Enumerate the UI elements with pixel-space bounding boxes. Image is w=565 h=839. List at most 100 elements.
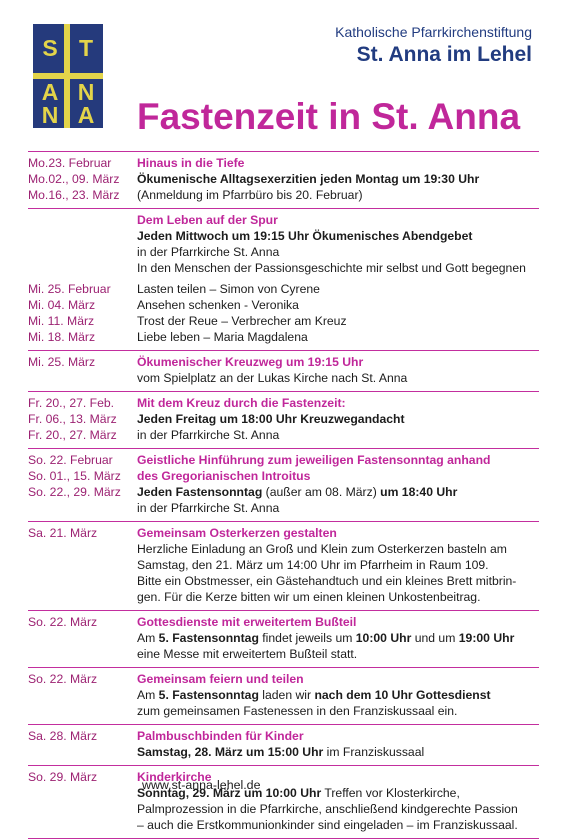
event-text: um 18:40 Uhr: [380, 485, 458, 499]
event-details: Geistliche Hinführung zum jeweiligen Fas…: [137, 452, 539, 516]
event-text-line: Lasten teilen – Simon von Cyrene: [137, 281, 539, 297]
organization-subtitle: Katholische Pfarrkirchenstiftung: [335, 24, 532, 40]
event-text: laden wir: [258, 688, 315, 702]
event-text-line: Trost der Reue – Verbrecher am Kreuz: [137, 313, 539, 329]
event-details: Palmbuschbinden für Kinder Samstag, 28. M…: [137, 728, 539, 760]
event-text: findet jeweils um: [258, 631, 356, 645]
event-text: zum gemeinsamen Fastenessen in den Franz…: [137, 704, 458, 718]
event-text-line: des Gregorianischen Introitus: [137, 468, 539, 484]
website-link[interactable]: www.st-anna-lehel.de: [142, 778, 261, 792]
event-dates: Sa. 28. März: [28, 728, 137, 760]
event-text-line: In den Menschen der Passionsgeschichte m…: [137, 260, 539, 276]
event-text-line: in der Pfarrkirche St. Anna: [137, 427, 539, 443]
event-details: Ökumenischer Kreuzweg um 19:15 Uhr vom Sp…: [137, 354, 539, 386]
event-row: Fr. 20., 27. Feb. Fr. 06., 13. März Fr. 20…: [28, 392, 539, 449]
event-dates: [28, 212, 137, 276]
event-text: Palmprozession in die Pfarrkirche, ansch…: [137, 802, 518, 816]
event-text: Samstag, den 21. März um 14:00 Uhr im Pf…: [137, 558, 489, 572]
event-title: Gemeinsam Osterkerzen gestalten: [137, 526, 337, 540]
logo-letter: S: [42, 35, 58, 61]
logo-letter: T: [78, 35, 94, 61]
logo-cross-horizontal: [33, 73, 103, 79]
event-details: Dem Leben auf der Spur Jeden Mittwoch um …: [137, 212, 539, 276]
event-dates: So. 22. März: [28, 614, 137, 662]
event-text: Ansehen schenken - Veronika: [137, 298, 299, 312]
event-date: So. 22. Februar: [28, 453, 113, 467]
event-text-line: Ökumenische Alltagsexerzitien jeden Mont…: [137, 171, 539, 187]
event-date: Mi. 18. März: [28, 330, 96, 344]
event-text-line: Herzliche Einladung an Groß und Klein zu…: [137, 541, 539, 557]
event-dates: Mo.23. Februar Mo.02., 09. März Mo.16., 23…: [28, 155, 137, 203]
event-date: Mo.23. Februar: [28, 156, 112, 170]
event-dates: Mi. 25. März: [28, 354, 137, 386]
event-row: Sa. 21. März Gemeinsam Osterkerzen gestal…: [28, 522, 539, 611]
event-text: – auch die Erstkommunionkinder sind eing…: [137, 818, 518, 832]
event-title: Hinaus in die Tiefe: [137, 156, 245, 170]
event-row: So. 22. März Gottesdienste mit erweiterte…: [28, 611, 539, 668]
event-title-line: Dem Leben auf der Spur: [137, 212, 539, 228]
event-text: (außer am 08. März): [262, 485, 381, 499]
event-row: Mo.23. Februar Mo.02., 09. März Mo.16., 23…: [28, 152, 539, 209]
event-text-line: Am 5. Fastensonntag findet jeweils um 10…: [137, 630, 539, 646]
event-title: Palmbuschbinden für Kinder: [137, 729, 304, 743]
event-date: Sa. 21. März: [28, 526, 98, 540]
event-text: 5. Fastensonntag: [158, 631, 259, 645]
event-text: Liebe leben – Maria Magdalena: [137, 330, 308, 344]
event-text: nach dem 10 Uhr Gottesdienst: [314, 688, 491, 702]
event-details: Gottesdienste mit erweitertem Bußteil Am …: [137, 614, 539, 662]
event-text: Am: [137, 688, 159, 702]
event-text: im Franziskussaal: [323, 745, 425, 759]
event-text: Jeden Fastensonntag: [137, 485, 263, 499]
event-date: Mi. 25. März: [28, 355, 96, 369]
event-text: Treffen vor Klosterkirche,: [321, 786, 460, 800]
event-details: Lasten teilen – Simon von Cyrene Ansehen …: [137, 281, 539, 345]
event-date: So. 22., 29. März: [28, 485, 121, 499]
event-text-line: in der Pfarrkirche St. Anna: [137, 500, 539, 516]
event-text: Lasten teilen – Simon von Cyrene: [137, 282, 320, 296]
event-dates: So. 22. Februar So. 01., 15. März So. 22.,…: [28, 452, 137, 516]
event-row: So. 22. Februar So. 01., 15. März So. 22.,…: [28, 449, 539, 522]
event-text-line: zum gemeinsamen Fastenessen in den Franz…: [137, 703, 539, 719]
event-text: 19:00 Uhr: [458, 631, 515, 645]
event-text: Am: [137, 631, 159, 645]
event-text: Herzliche Einladung an Groß und Klein zu…: [137, 542, 507, 556]
event-text-line: Jeden Mittwoch um 19:15 Uhr Ökumenisches…: [137, 228, 539, 244]
event-text: in der Pfarrkirche St. Anna: [137, 501, 280, 515]
event-row: Mi. 25. März Ökumenischer Kreuzweg um 19:…: [28, 351, 539, 392]
event-text-line: Jeden Freitag um 18:00 Uhr Kreuzwegandac…: [137, 411, 539, 427]
event-date: So. 29. März: [28, 770, 98, 784]
event-text-line: Liebe leben – Maria Magdalena: [137, 329, 539, 345]
event-title: Gemeinsam feiern und teilen: [137, 672, 304, 686]
event-date: Fr. 06., 13. März: [28, 412, 117, 426]
event-title-line: Hinaus in die Tiefe: [137, 155, 539, 171]
event-text-line: vom Spielplatz an der Lukas Kirche nach …: [137, 370, 539, 386]
event-date: Sa. 28. März: [28, 729, 98, 743]
event-title-line: Gemeinsam feiern und teilen: [137, 671, 539, 687]
event-title-line: Mit dem Kreuz durch die Fastenzeit:: [137, 395, 539, 411]
event-text-line: Sonntag, 29. März um 10:00 Uhr Treffen v…: [137, 785, 539, 801]
event-text: eine Messe mit erweitertem Bußteil statt…: [137, 647, 358, 661]
event-details: Mit dem Kreuz durch die Fastenzeit: Jeden…: [137, 395, 539, 443]
event-text: Ökumenische Alltagsexerzitien jeden Mont…: [137, 172, 480, 186]
event-text-line: Jeden Fastensonntag (außer am 08. März) …: [137, 484, 539, 500]
event-text: In den Menschen der Passionsgeschichte m…: [137, 261, 526, 275]
event-title-line: Palmbuschbinden für Kinder: [137, 728, 539, 744]
event-text: 10:00 Uhr: [355, 631, 412, 645]
event-title-line: Kinderkirche: [137, 769, 539, 785]
event-text: (Anmeldung im Pfarrbüro bis 20. Februar): [137, 188, 363, 202]
event-text-line: Samstag, 28. März um 15:00 Uhr im Franzi…: [137, 744, 539, 760]
event-date: So. 01., 15. März: [28, 469, 121, 483]
event-text: und um: [411, 631, 459, 645]
event-row: So. 29. März Kinderkirche Sonntag, 29. Mär…: [28, 766, 539, 839]
event-text-line: gen. Für die Kerze bitten wir um einen k…: [137, 589, 539, 605]
event-text-line: Am 5. Fastensonntag laden wir nach dem 1…: [137, 687, 539, 703]
event-title-line: Ökumenischer Kreuzweg um 19:15 Uhr: [137, 354, 539, 370]
event-text-line: eine Messe mit erweitertem Bußteil statt…: [137, 646, 539, 662]
logo-letter: N: [41, 102, 59, 128]
event-date: Mo.02., 09. März: [28, 172, 120, 186]
event-text: Samstag, 28. März um 15:00 Uhr: [137, 745, 324, 759]
event-row: Dem Leben auf der Spur Jeden Mittwoch um …: [28, 209, 539, 278]
logo-letter: A: [77, 102, 95, 128]
event-title: des Gregorianischen Introitus: [137, 469, 311, 483]
event-row: Sa. 28. März Palmbuschbinden für Kinder Sa…: [28, 725, 539, 766]
